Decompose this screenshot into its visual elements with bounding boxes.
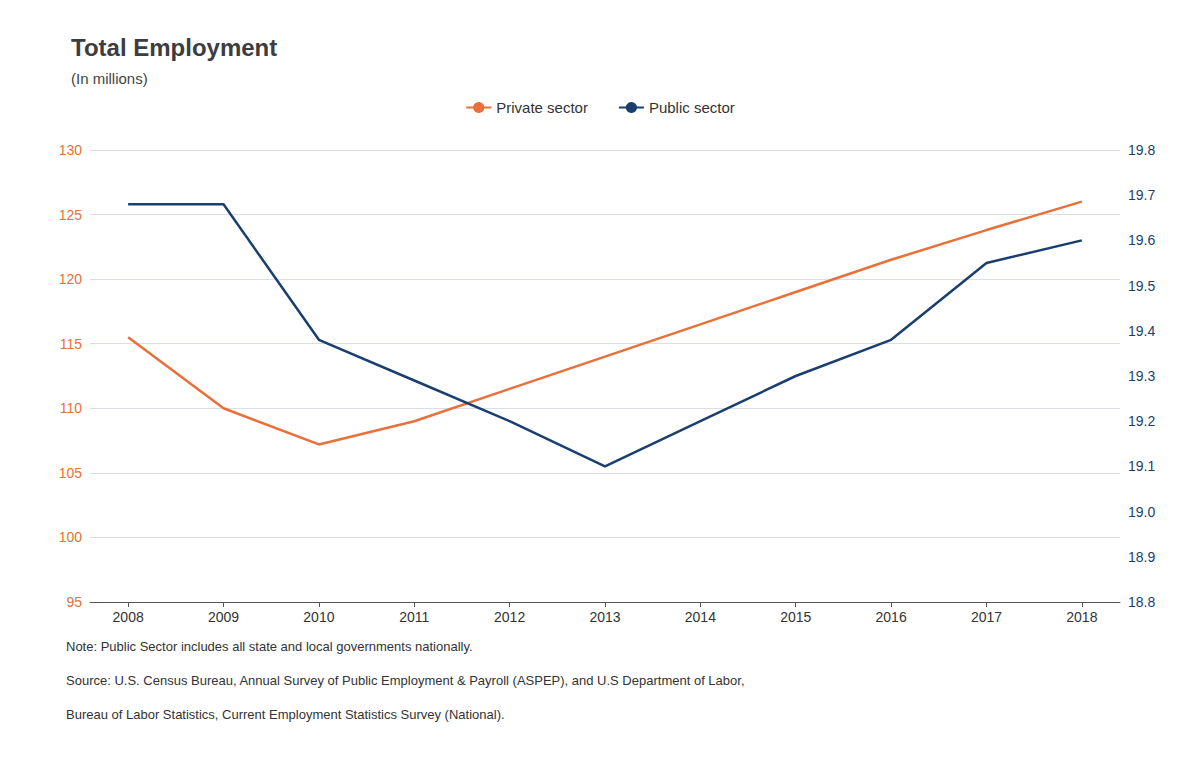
- svg-text:120: 120: [59, 271, 83, 287]
- svg-text:2016: 2016: [876, 609, 907, 625]
- svg-text:19.5: 19.5: [1128, 278, 1155, 294]
- svg-text:19.2: 19.2: [1128, 413, 1155, 429]
- svg-text:125: 125: [59, 207, 83, 223]
- svg-text:(In millions): (In millions): [71, 70, 148, 87]
- svg-text:2010: 2010: [303, 609, 334, 625]
- svg-text:19.8: 19.8: [1128, 142, 1155, 158]
- svg-text:95: 95: [66, 594, 82, 610]
- svg-text:19.1: 19.1: [1128, 458, 1155, 474]
- svg-text:2009: 2009: [208, 609, 239, 625]
- svg-text:18.9: 18.9: [1128, 549, 1155, 565]
- svg-text:130: 130: [59, 142, 83, 158]
- svg-text:2015: 2015: [780, 609, 811, 625]
- svg-text:2011: 2011: [399, 609, 429, 625]
- svg-text:115: 115: [60, 336, 83, 352]
- svg-text:2013: 2013: [589, 609, 620, 625]
- svg-text:100: 100: [59, 529, 83, 545]
- svg-text:19.6: 19.6: [1128, 232, 1155, 248]
- svg-text:Total Employment: Total Employment: [71, 34, 277, 61]
- svg-text:Bureau of Labor Statistics, Cu: Bureau of Labor Statistics, Current Empl…: [66, 707, 505, 722]
- svg-text:Private sector: Private sector: [496, 99, 588, 116]
- svg-text:Source: U.S. Census Bureau, An: Source: U.S. Census Bureau, Annual Surve…: [66, 673, 745, 688]
- svg-text:19.4: 19.4: [1128, 323, 1155, 339]
- svg-text:2018: 2018: [1066, 609, 1097, 625]
- svg-text:105: 105: [59, 465, 83, 481]
- svg-text:Public sector: Public sector: [649, 99, 735, 116]
- svg-text:2014: 2014: [685, 609, 716, 625]
- svg-text:2017: 2017: [971, 609, 1002, 625]
- svg-text:19.3: 19.3: [1128, 368, 1155, 384]
- svg-text:19.0: 19.0: [1128, 504, 1155, 520]
- svg-text:19.7: 19.7: [1128, 187, 1155, 203]
- svg-text:2008: 2008: [113, 609, 144, 625]
- svg-text:110: 110: [60, 400, 83, 416]
- svg-text:18.8: 18.8: [1128, 594, 1155, 610]
- svg-text:2012: 2012: [494, 609, 525, 625]
- svg-text:Note: Public Sector includes a: Note: Public Sector includes all state a…: [66, 639, 473, 654]
